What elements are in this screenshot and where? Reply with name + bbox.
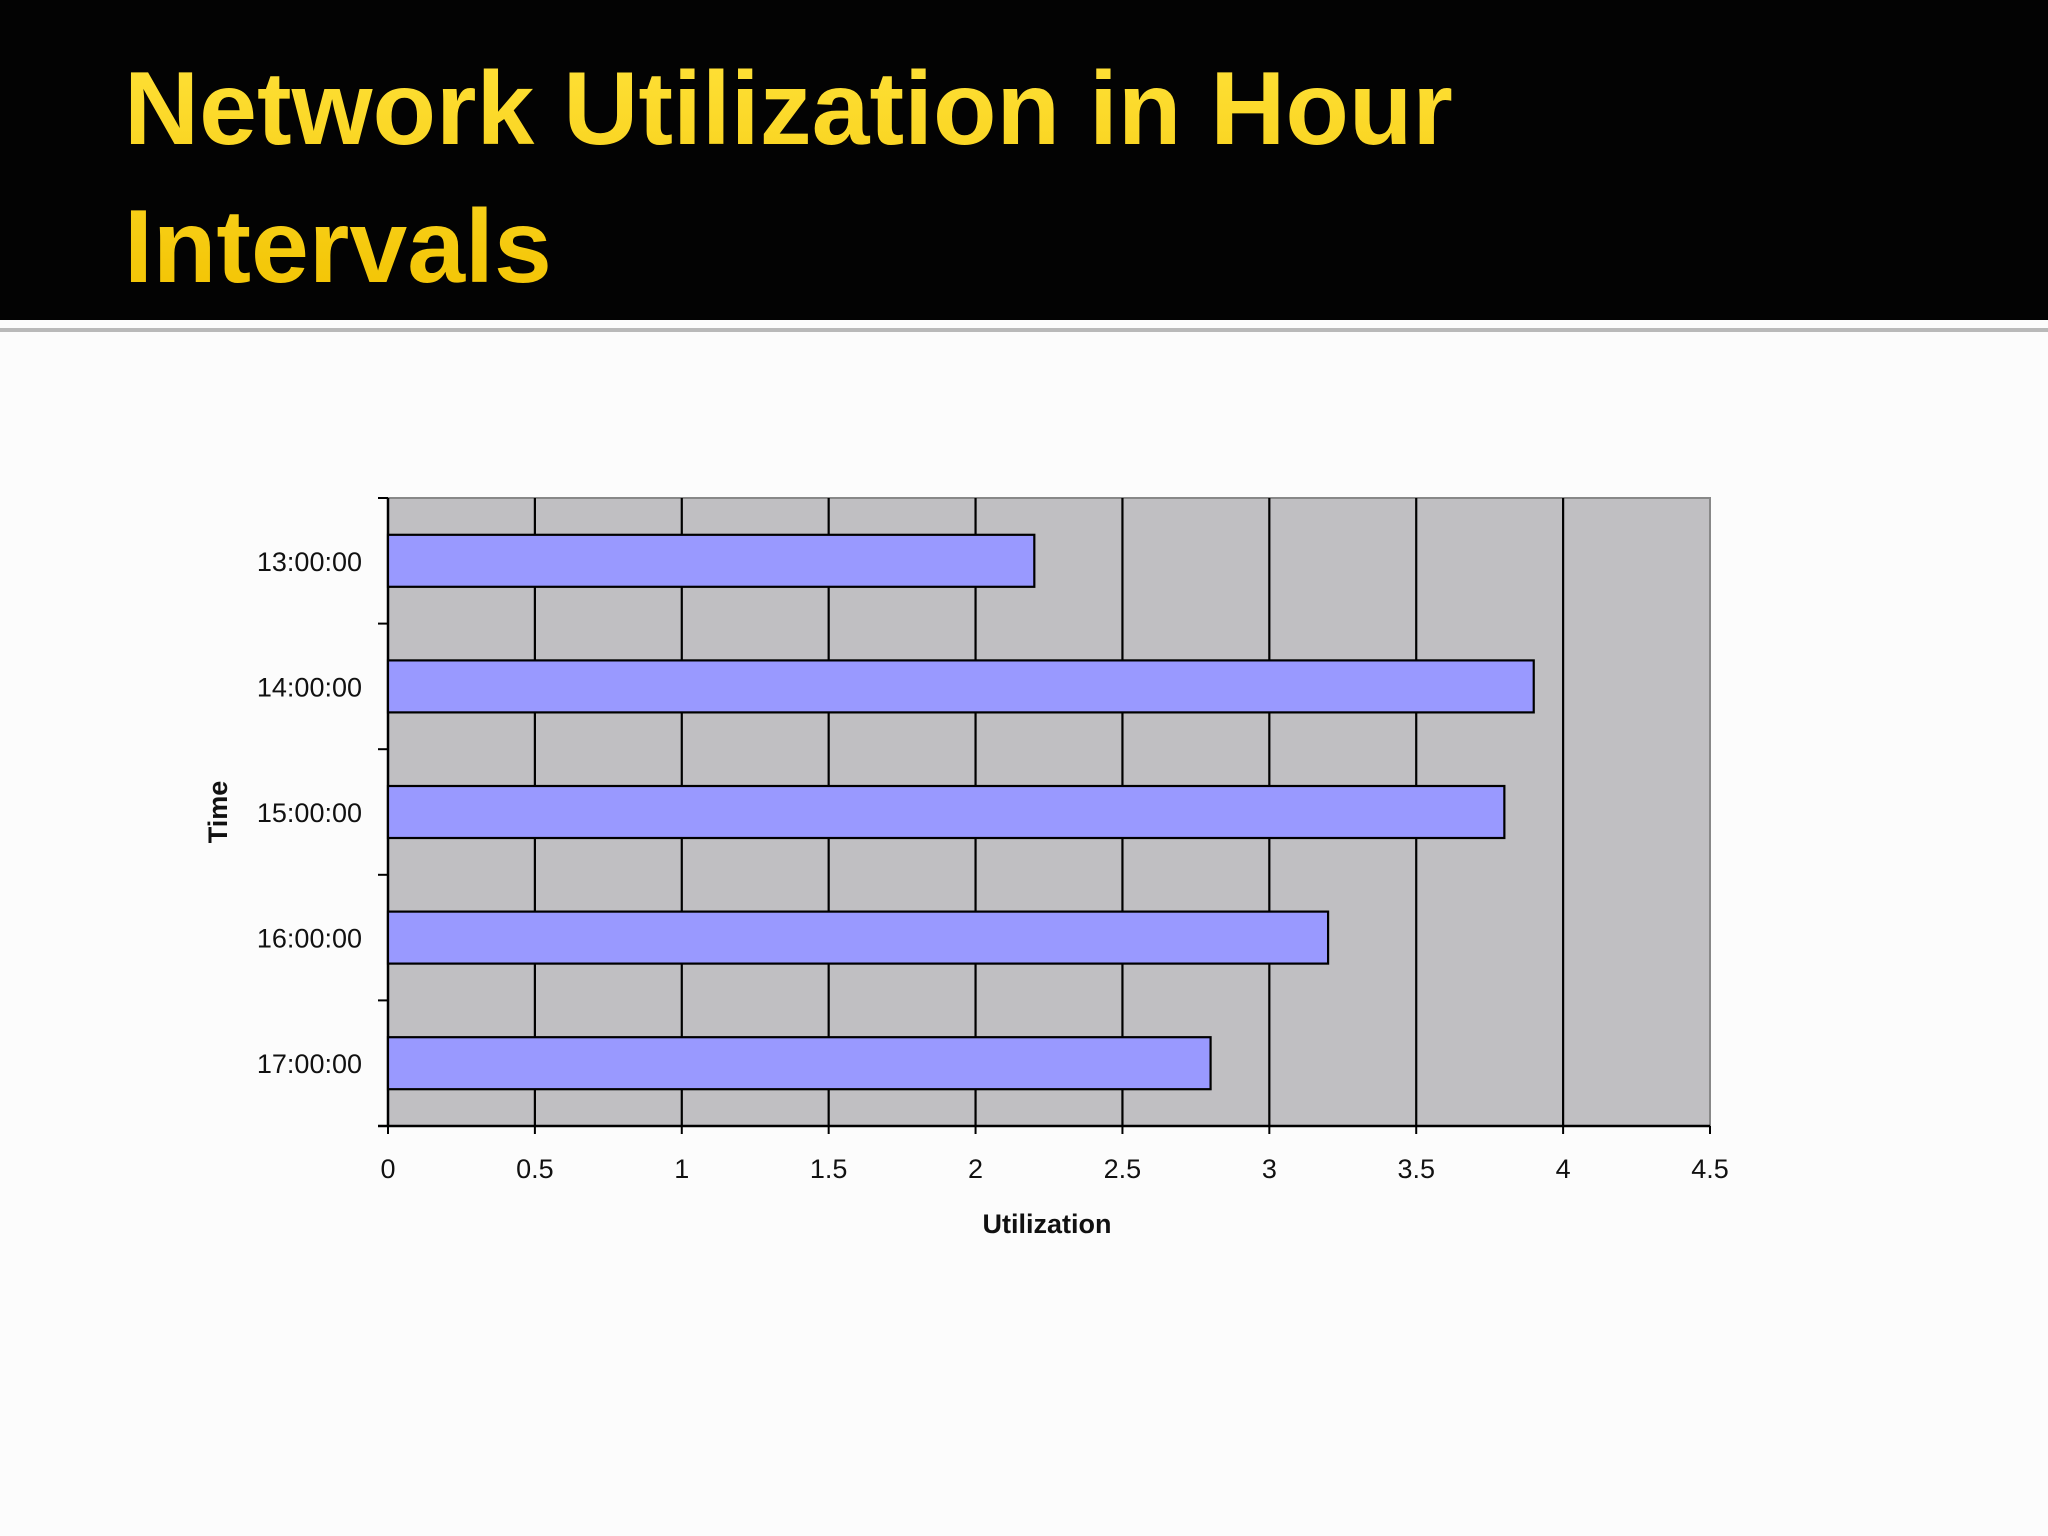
bar-160000 <box>386 910 1330 965</box>
y-tick-label: 15:00:00 <box>257 798 362 828</box>
y-tick-label: 13:00:00 <box>257 547 362 577</box>
y-tick-label: 16:00:00 <box>257 924 362 954</box>
x-tick-label: 1.5 <box>810 1154 848 1184</box>
y-tick-label: 14:00:00 <box>257 672 362 702</box>
x-tick-label: 4 <box>1556 1154 1571 1184</box>
y-axis-title: Time <box>203 781 233 844</box>
x-tick-label: 0.5 <box>516 1154 554 1184</box>
bar-130000 <box>386 533 1036 588</box>
bar-150000 <box>386 784 1506 840</box>
x-tick-label: 1 <box>674 1154 689 1184</box>
x-tick-label: 3.5 <box>1397 1154 1435 1184</box>
x-tick-label: 0 <box>380 1154 395 1184</box>
x-tick-label: 3 <box>1262 1154 1277 1184</box>
x-axis-title: Utilization <box>983 1209 1112 1239</box>
header-divider <box>0 328 2048 332</box>
x-tick-label: 2 <box>968 1154 983 1184</box>
x-tick-label: 2.5 <box>1104 1154 1142 1184</box>
slide-title: Network Utilization in Hour Intervals <box>124 40 1824 316</box>
x-tick-label: 4.5 <box>1691 1154 1729 1184</box>
bar-170000 <box>386 1036 1212 1091</box>
slide-header: Network Utilization in Hour Intervals <box>0 0 2048 320</box>
bar-140000 <box>386 659 1535 714</box>
y-tick-label: 17:00:00 <box>257 1049 362 1079</box>
